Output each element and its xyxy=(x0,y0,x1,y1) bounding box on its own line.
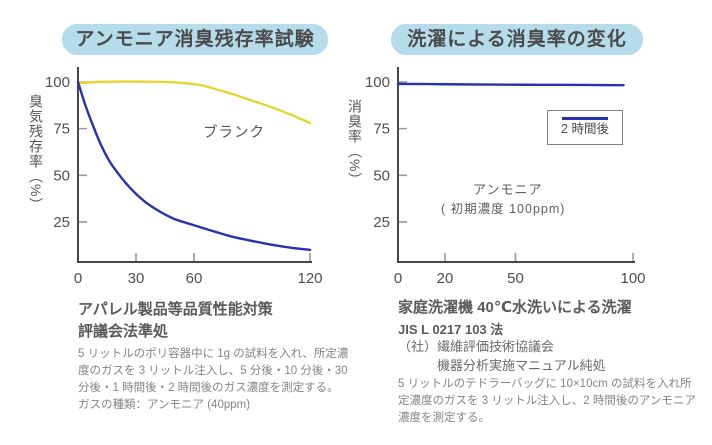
series-line xyxy=(76,80,312,125)
x-tick-label: 100 xyxy=(620,270,645,287)
left-y-axis-label: 臭気残存率（%） xyxy=(28,94,44,213)
left-caption-heading: アパレル製品等品質性能対策 評議会法準処 xyxy=(78,301,273,340)
x-tick-label: 0 xyxy=(74,270,82,287)
series-line xyxy=(396,82,625,87)
right-caption-body: 5 リットルのテドラーバッグに 10×10cm の試料を入れ所 定濃度のガスを … xyxy=(398,378,696,424)
right-y-axis-label: 消臭率（%） xyxy=(347,99,363,188)
x-tick-label: 50 xyxy=(507,270,524,287)
x-tick-label: 60 xyxy=(186,270,203,287)
y-tick-label: 75 xyxy=(373,121,390,138)
legend-box: 2 時間後 xyxy=(547,110,623,145)
right-caption-heading: 家庭洗濯機 40℃水洗いによる洗濯 xyxy=(398,299,632,316)
x-tick-label: 20 xyxy=(437,270,454,287)
right-chart-svg: 100 75 50 25 0 20 50 100 xyxy=(365,67,646,287)
axis-ticks xyxy=(398,81,634,262)
right-caption-organization: （社）繊維評価技術協議会 機器分析実施マニュアル純処 xyxy=(398,339,606,373)
left-chart-title: アンモニア消臭残存率試験 xyxy=(62,24,328,55)
y-tick-label: 100 xyxy=(45,74,70,91)
legend-label: 2 時間後 xyxy=(561,121,609,136)
y-tick-label: 50 xyxy=(53,167,70,184)
left-caption-body: 5 リットルのポリ容器中に 1g の試料を入れ、所定濃 度のガスを 3 リットル… xyxy=(78,348,349,411)
gas-annotation: アンモニア xyxy=(473,182,543,197)
x-tick-label: 30 xyxy=(128,270,145,287)
right-chart-title: 洗濯による消臭率の変化 xyxy=(391,24,643,55)
initial-concentration-annotation: ( 初期濃度 100ppm) xyxy=(441,202,566,216)
series-line xyxy=(76,80,312,252)
right-caption-standard: JIS L 0217 103 法 xyxy=(398,322,504,337)
axes xyxy=(77,67,312,263)
left-chart-svg: 100 75 50 25 0 30 60 120 xyxy=(45,67,323,287)
x-tick-label: 0 xyxy=(394,270,402,287)
y-tick-label: 25 xyxy=(53,214,70,231)
y-tick-label: 25 xyxy=(373,214,390,231)
y-tick-label: 100 xyxy=(365,74,390,91)
legend-line-swatch xyxy=(562,117,608,120)
y-tick-label: 50 xyxy=(373,167,390,184)
x-tick-label: 120 xyxy=(297,270,322,287)
axes xyxy=(397,67,635,263)
y-tick-label: 75 xyxy=(53,121,70,138)
blank-curve-label: ブランク xyxy=(203,125,265,141)
